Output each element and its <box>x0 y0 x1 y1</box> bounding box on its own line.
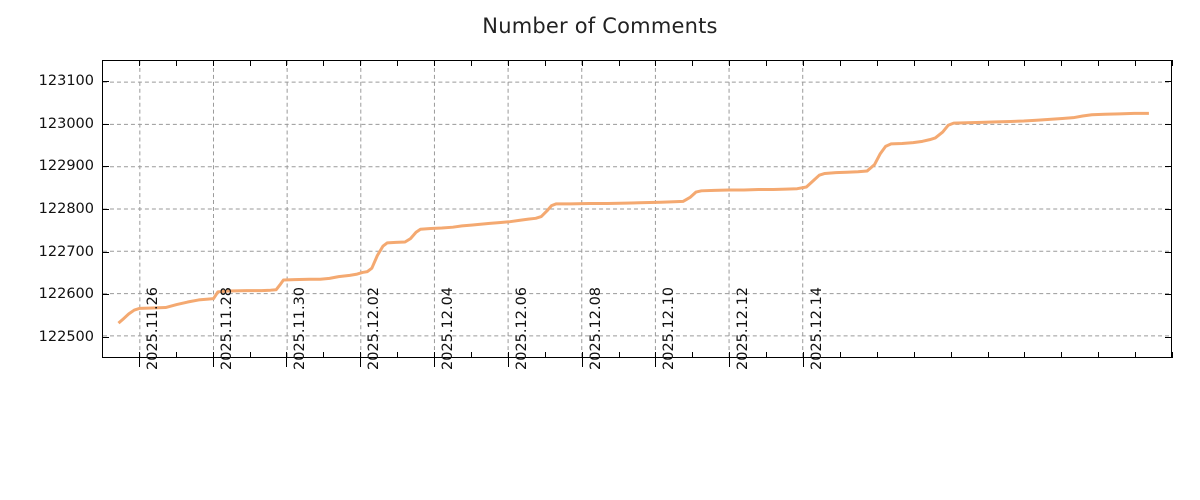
x-tick-mark <box>360 358 362 367</box>
y-tick-label: 122600 <box>38 286 94 303</box>
y-tick-label: 122900 <box>38 158 94 175</box>
y-tick-label: 122700 <box>38 243 94 260</box>
x-tick-mark <box>581 358 583 367</box>
x-tick-mark <box>434 358 436 367</box>
series-line-number-of-comments <box>118 113 1148 323</box>
y-tick-label: 122800 <box>38 201 94 217</box>
x-tick-mark <box>286 358 288 367</box>
y-tick-label: 123100 <box>38 73 94 90</box>
y-tick-label: 122500 <box>38 328 94 345</box>
data-series-line <box>103 61 1171 357</box>
x-tick-mark <box>507 358 509 367</box>
x-tick-mark <box>138 358 140 367</box>
x-minor-tick-top <box>1172 60 1173 66</box>
x-tick-mark <box>729 358 731 367</box>
chart-title: Number of Comments <box>482 14 718 38</box>
y-tick-label: 123000 <box>38 115 94 132</box>
plot-area <box>102 60 1172 358</box>
x-tick-mark <box>655 358 657 367</box>
x-tick-mark <box>212 358 214 367</box>
gridlines <box>103 61 1171 357</box>
x-tick-mark <box>803 358 805 367</box>
x-minor-tick-bottom <box>1172 352 1173 358</box>
